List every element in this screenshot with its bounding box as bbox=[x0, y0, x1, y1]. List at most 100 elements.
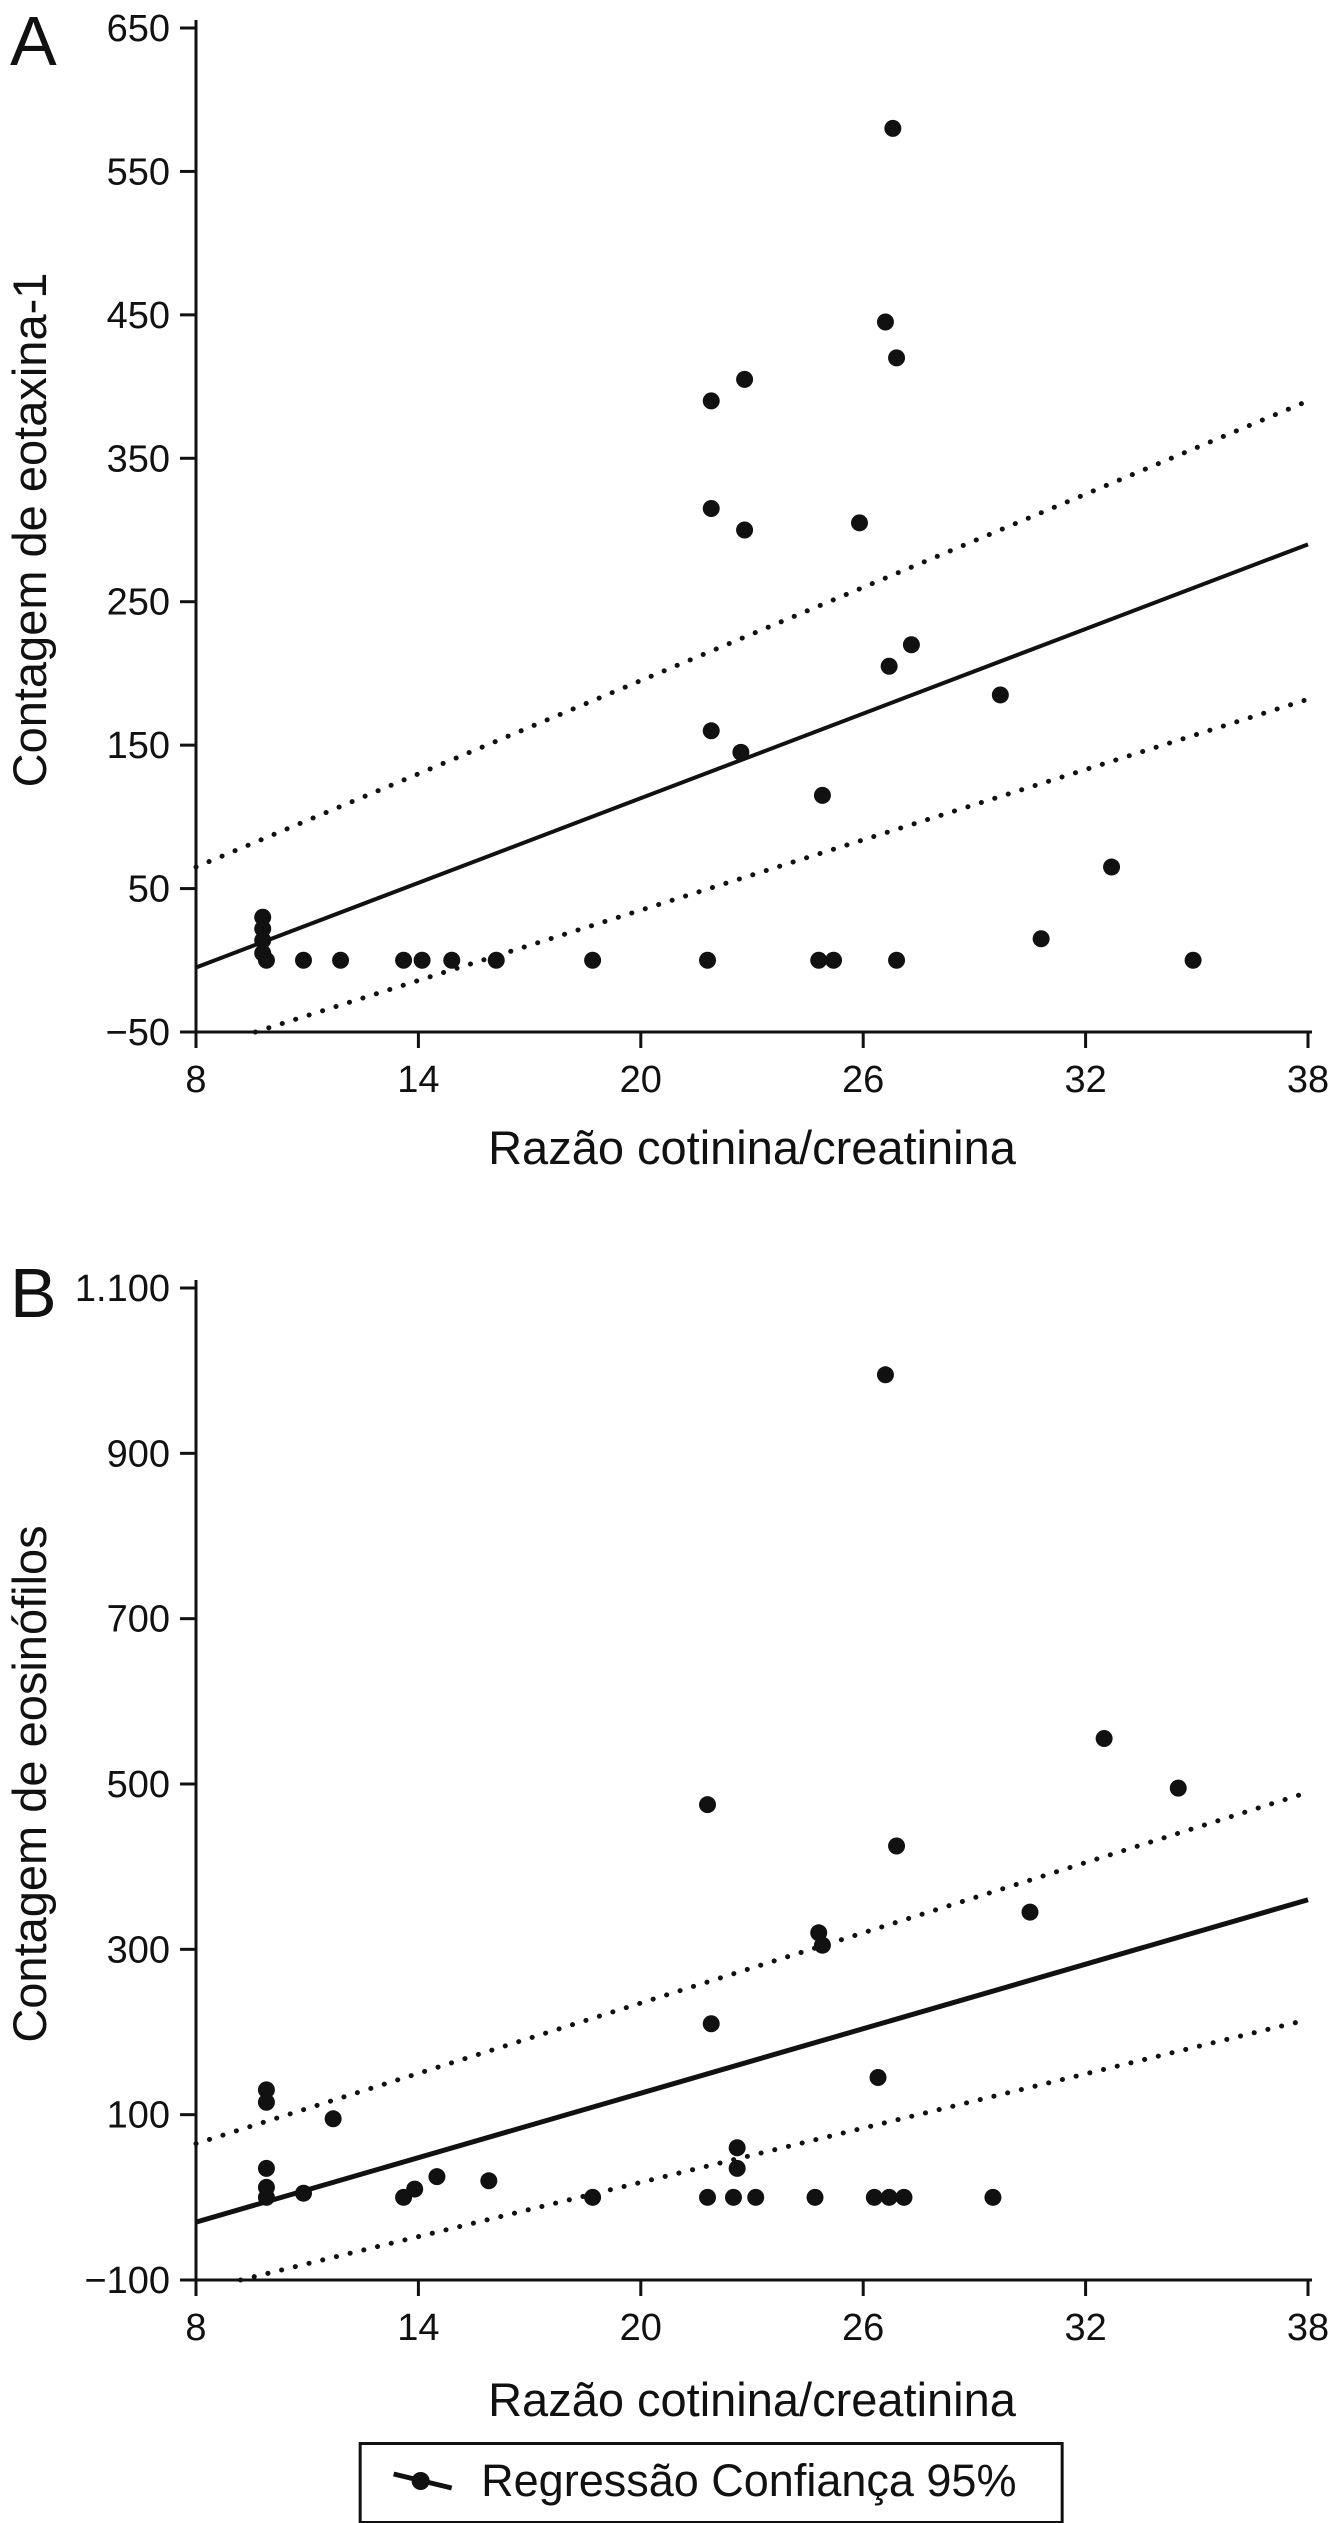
data-point bbox=[324, 2110, 342, 2128]
data-point bbox=[806, 2188, 824, 2206]
data-point bbox=[984, 2188, 1002, 2206]
confidence-lower-line bbox=[237, 2017, 1311, 2283]
regression-line bbox=[195, 542, 1309, 970]
legend: Regressão Confiança 95% bbox=[358, 2442, 1064, 2523]
data-point bbox=[406, 2180, 424, 2198]
y-tick-label: 700 bbox=[107, 1599, 170, 1641]
data-point bbox=[699, 951, 717, 969]
y-tick-label: 100 bbox=[107, 2095, 170, 2137]
data-point bbox=[895, 2188, 913, 2206]
x-tick-label: 32 bbox=[1064, 2307, 1106, 2349]
data-point bbox=[584, 951, 602, 969]
x-tick-label: 14 bbox=[397, 1059, 439, 1101]
x-axis-label-a: Razão cotinina/creatinina bbox=[488, 1121, 1017, 1174]
panel-b: B Contagem de eosinófilos Razão cotinina… bbox=[0, 1252, 1337, 2447]
panel-a-label: A bbox=[10, 2, 57, 80]
x-axis-label-b: Razão cotinina/creatinina bbox=[488, 2373, 1017, 2426]
data-point bbox=[1032, 930, 1050, 948]
y-tick-label: 450 bbox=[107, 295, 170, 337]
panel-b-label: B bbox=[10, 1254, 57, 1332]
x-tick-label: 38 bbox=[1287, 1059, 1329, 1101]
x-tick-label: 8 bbox=[185, 1059, 206, 1101]
data-point bbox=[876, 313, 894, 331]
data-point bbox=[813, 1936, 831, 1954]
y-tick-label: −50 bbox=[106, 1012, 170, 1054]
data-point bbox=[902, 636, 920, 654]
panel-a: A Contagem de eotaxina-1 Razão cotinina/… bbox=[0, 0, 1337, 1195]
x-tick-label: 38 bbox=[1287, 2307, 1329, 2349]
data-point bbox=[888, 1837, 906, 1855]
x-tick-label: 26 bbox=[842, 2307, 884, 2349]
x-tick-label: 32 bbox=[1064, 1059, 1106, 1101]
data-point bbox=[850, 514, 868, 532]
x-tick-label: 20 bbox=[620, 2307, 662, 2349]
y-tick-label: 1.100 bbox=[75, 1268, 170, 1310]
data-point bbox=[584, 2188, 602, 2206]
data-point bbox=[257, 2188, 275, 2206]
y-axis-label-b: Contagem de eosinófilos bbox=[3, 1525, 56, 2042]
data-point bbox=[865, 2188, 883, 2206]
y-tick-label: 150 bbox=[107, 725, 170, 767]
data-point bbox=[869, 2068, 887, 2086]
y-tick-label: 250 bbox=[107, 582, 170, 624]
data-point bbox=[888, 349, 906, 367]
data-point bbox=[702, 722, 720, 740]
data-point bbox=[880, 2188, 898, 2206]
data-point bbox=[1103, 858, 1121, 876]
x-tick-label: 20 bbox=[620, 1059, 662, 1101]
data-point bbox=[747, 2188, 765, 2206]
data-point bbox=[294, 951, 312, 969]
data-point bbox=[876, 1366, 894, 1384]
scatter-chart-eotaxina: Contagem de eotaxina-1 Razão cotinina/cr… bbox=[3, 8, 1330, 1174]
data-point bbox=[736, 370, 754, 388]
y-tick-label: 50 bbox=[128, 869, 170, 911]
data-point bbox=[880, 657, 898, 675]
data-point bbox=[702, 499, 720, 517]
data-point bbox=[736, 521, 754, 539]
regression-line bbox=[195, 1897, 1309, 2225]
y-tick-label: 500 bbox=[107, 1764, 170, 1806]
data-point bbox=[480, 2172, 498, 2190]
data-point bbox=[413, 951, 431, 969]
y-tick-label: 350 bbox=[107, 438, 170, 480]
data-point bbox=[991, 686, 1009, 704]
x-tick-label: 8 bbox=[185, 2307, 206, 2349]
data-point bbox=[257, 951, 275, 969]
data-point bbox=[728, 2159, 746, 2177]
data-point bbox=[825, 951, 843, 969]
data-point bbox=[487, 951, 505, 969]
x-tick-label: 26 bbox=[842, 1059, 884, 1101]
data-point bbox=[702, 392, 720, 410]
confidence-upper-line bbox=[193, 398, 1311, 870]
data-point bbox=[810, 951, 828, 969]
data-point bbox=[724, 2188, 742, 2206]
legend-point bbox=[411, 2472, 430, 2490]
data-point bbox=[732, 743, 750, 761]
data-point bbox=[428, 2168, 446, 2186]
data-point bbox=[728, 2139, 746, 2157]
data-point bbox=[1021, 1903, 1039, 1921]
data-point bbox=[443, 951, 461, 969]
data-point bbox=[257, 2093, 275, 2111]
y-tick-label: 900 bbox=[107, 1433, 170, 1475]
data-point bbox=[254, 931, 272, 949]
confidence-lower-line bbox=[252, 696, 1311, 1035]
y-tick-label: 300 bbox=[107, 1929, 170, 1971]
data-point bbox=[395, 951, 413, 969]
data-point bbox=[1169, 1779, 1187, 1797]
scatter-chart-eosinofilos: Contagem de eosinófilos Razão cotinina/c… bbox=[3, 1268, 1329, 2426]
data-point bbox=[699, 1796, 717, 1814]
y-tick-label: −100 bbox=[84, 2260, 170, 2302]
data-point bbox=[1095, 1730, 1113, 1748]
confidence-upper-line bbox=[193, 1789, 1311, 2147]
data-point bbox=[699, 2188, 717, 2206]
plot-area-b: 8 14 20 26 32 38 −100 100 300 500 700 900 1.100 bbox=[75, 1268, 1329, 2349]
data-point bbox=[332, 951, 350, 969]
plot-area-a: 8 14 20 26 32 38 −50 50 150 250 350 450 550 650 bbox=[106, 8, 1330, 1101]
data-point bbox=[1184, 951, 1202, 969]
data-point bbox=[257, 2081, 275, 2099]
y-tick-label: 650 bbox=[107, 8, 170, 50]
data-point bbox=[813, 786, 831, 804]
regression-line-icon bbox=[392, 2471, 452, 2491]
data-point bbox=[888, 951, 906, 969]
